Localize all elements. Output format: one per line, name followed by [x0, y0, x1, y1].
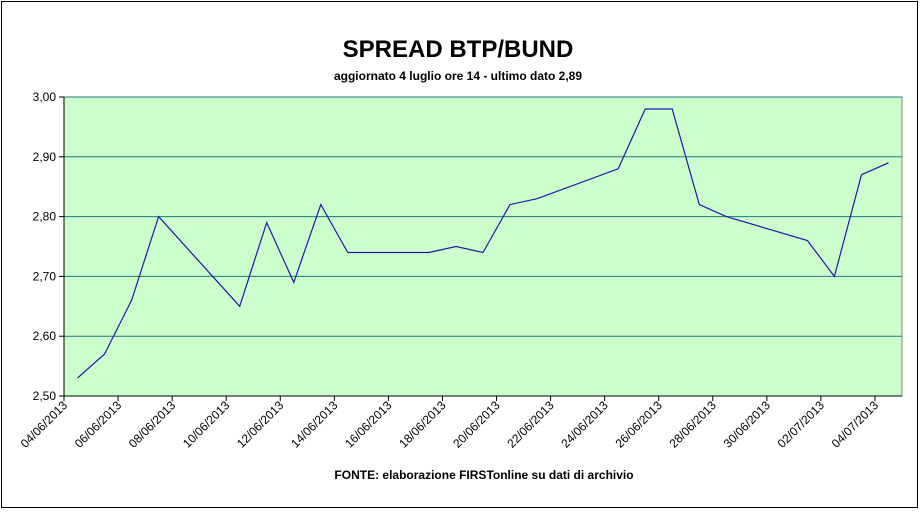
plot-area [63, 96, 903, 397]
y-tick-label: 2,50 [33, 389, 57, 403]
data-line [77, 108, 889, 379]
y-tick-label: 2,60 [33, 329, 57, 343]
y-tick-label: 2,70 [33, 269, 57, 283]
source-note: FONTE: elaborazione FIRSTonline su dati … [334, 468, 633, 482]
chart-title: SPREAD BTP/BUND [343, 36, 574, 63]
y-tick-label: 2,80 [33, 210, 57, 224]
y-tick-label: 3,00 [33, 90, 57, 104]
y-tick-label: 2,90 [33, 150, 57, 164]
chart-subtitle: aggiornato 4 luglio ore 14 - ultimo dato… [334, 69, 582, 83]
